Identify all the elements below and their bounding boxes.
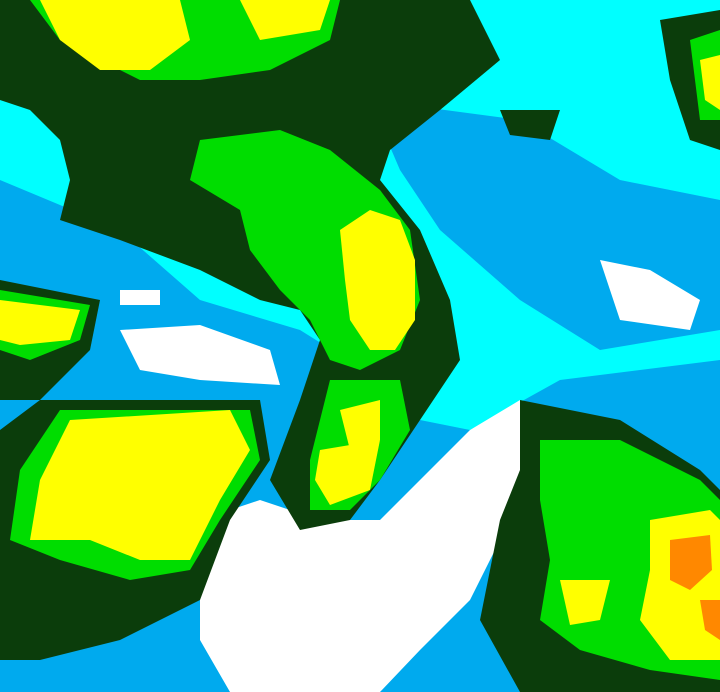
white-region: [120, 325, 280, 385]
yellow-region: [340, 210, 415, 350]
yellow-region: [0, 300, 80, 345]
white-region: [120, 290, 160, 305]
orange-regions: [670, 535, 720, 640]
yellow-region: [240, 0, 330, 40]
orange-region: [700, 600, 720, 640]
yellow-region: [315, 440, 380, 505]
yellow-region: [700, 55, 720, 110]
white-region: [200, 400, 540, 692]
yellow-region: [560, 580, 610, 625]
yellow-region: [30, 410, 250, 560]
orange-region: [670, 535, 712, 590]
yellow-region: [40, 0, 190, 70]
white-region: [600, 260, 700, 330]
yellow-region: [340, 400, 380, 450]
dark-green-region: [500, 110, 560, 140]
